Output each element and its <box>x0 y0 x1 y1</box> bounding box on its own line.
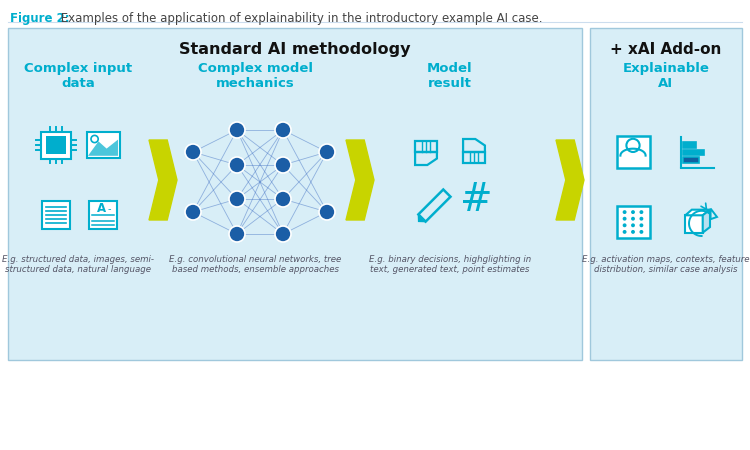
Circle shape <box>185 144 201 160</box>
Bar <box>616 136 650 167</box>
Circle shape <box>622 223 626 227</box>
Circle shape <box>622 230 626 234</box>
Circle shape <box>185 204 201 220</box>
Circle shape <box>319 144 335 160</box>
Circle shape <box>275 157 291 173</box>
Polygon shape <box>703 210 710 233</box>
Bar <box>686 215 703 233</box>
Circle shape <box>229 157 245 173</box>
Text: E.g. structured data, images, semi-
structured data, natural language: E.g. structured data, images, semi- stru… <box>2 255 154 274</box>
Circle shape <box>631 223 635 227</box>
Circle shape <box>622 210 626 214</box>
Polygon shape <box>686 210 710 215</box>
Circle shape <box>631 210 635 214</box>
Text: E.g. activation maps, contexts, feature
distribution, similar case analysis: E.g. activation maps, contexts, feature … <box>582 255 750 274</box>
Bar <box>86 132 119 157</box>
Text: + xAI Add-on: + xAI Add-on <box>610 42 722 57</box>
Circle shape <box>91 135 98 143</box>
Polygon shape <box>419 214 425 221</box>
Text: Explainable
AI: Explainable AI <box>622 62 710 90</box>
Bar <box>89 201 117 229</box>
Text: Complex model
mechanics: Complex model mechanics <box>197 62 313 90</box>
Text: Model
result: Model result <box>427 62 472 90</box>
Text: Standard AI methodology: Standard AI methodology <box>179 42 411 57</box>
Circle shape <box>229 191 245 207</box>
Circle shape <box>622 217 626 220</box>
Bar <box>46 136 65 154</box>
Circle shape <box>275 226 291 242</box>
Bar <box>463 152 485 163</box>
Bar <box>41 131 71 158</box>
Bar <box>682 149 703 155</box>
Bar <box>682 157 699 162</box>
Text: Figure 2:: Figure 2: <box>10 12 70 25</box>
Text: A: A <box>97 202 106 216</box>
Circle shape <box>640 217 644 220</box>
Polygon shape <box>346 140 374 220</box>
Bar <box>42 201 70 229</box>
Text: E.g. binary decisions, highglighting in
text, generated text, point estimates: E.g. binary decisions, highglighting in … <box>369 255 531 274</box>
Circle shape <box>640 230 644 234</box>
Bar <box>682 142 696 148</box>
Text: E.g. convolutional neural networks, tree
based methods, ensemble approaches: E.g. convolutional neural networks, tree… <box>169 255 341 274</box>
Text: Examples of the application of explainability in the introductory example AI cas: Examples of the application of explainab… <box>57 12 542 25</box>
Bar <box>415 141 437 152</box>
Circle shape <box>640 223 644 227</box>
Polygon shape <box>149 140 177 220</box>
Text: Complex input
data: Complex input data <box>24 62 132 90</box>
Polygon shape <box>88 140 118 156</box>
Circle shape <box>229 226 245 242</box>
Text: -: - <box>107 204 111 214</box>
FancyBboxPatch shape <box>8 28 582 360</box>
Circle shape <box>229 122 245 138</box>
Polygon shape <box>556 140 584 220</box>
FancyBboxPatch shape <box>590 28 742 360</box>
Text: #: # <box>460 181 492 219</box>
Circle shape <box>631 230 635 234</box>
Bar <box>616 207 650 238</box>
Circle shape <box>319 204 335 220</box>
Circle shape <box>631 217 635 220</box>
Circle shape <box>275 191 291 207</box>
Circle shape <box>640 210 644 214</box>
Circle shape <box>275 122 291 138</box>
